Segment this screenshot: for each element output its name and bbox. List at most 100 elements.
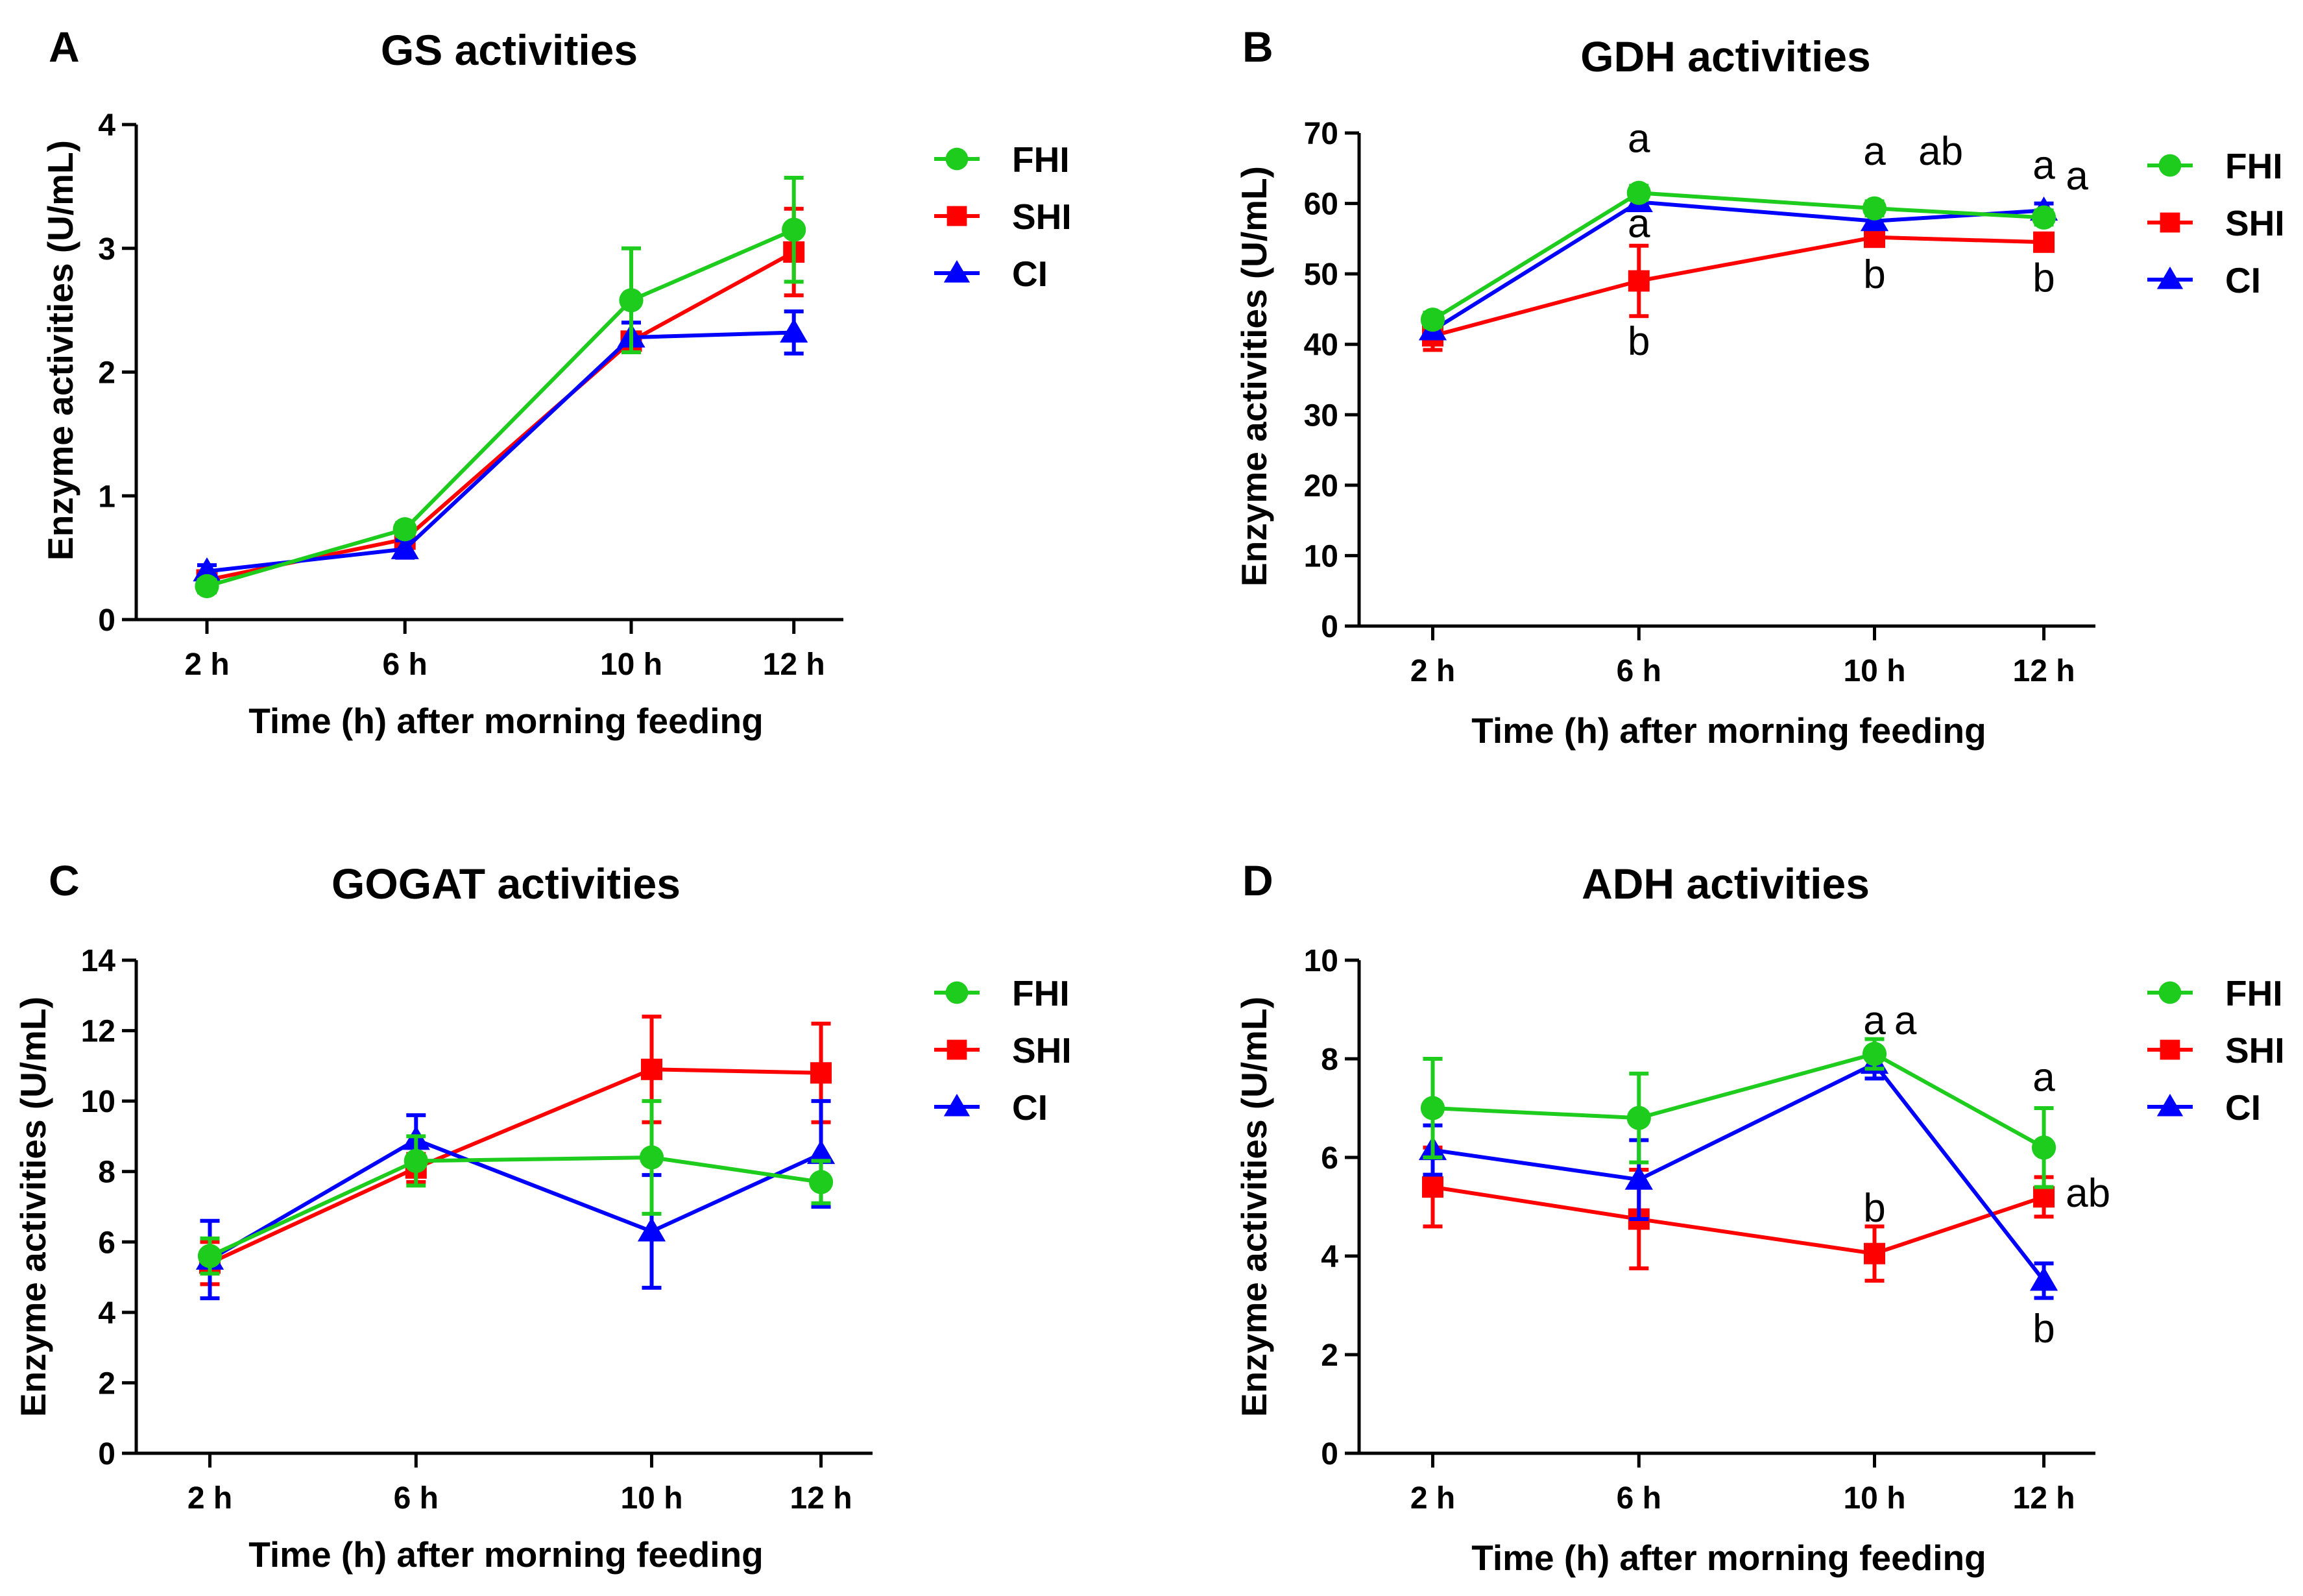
panel-c-letter: C — [49, 856, 80, 904]
y-tick-label: 60 — [1304, 187, 1338, 222]
legend-marker-fhi — [945, 981, 969, 1004]
legend-label-shi: SHI — [2225, 203, 2285, 243]
legend-marker-fhi — [945, 147, 969, 171]
y-tick-label: 6 — [1321, 1141, 1338, 1176]
y-tick-label: 50 — [1304, 258, 1338, 292]
y-tick-label: 30 — [1304, 398, 1338, 433]
panel-b-series — [1418, 180, 2058, 352]
y-tick-label: 0 — [98, 1437, 115, 1471]
series-line-shi — [206, 250, 795, 582]
panel-d-ylabel: Enzyme activities (U/mL) — [1234, 997, 1274, 1417]
data-point-fhi — [1420, 308, 1445, 332]
series-line-fhi — [206, 228, 795, 588]
data-point-fhi — [639, 1145, 664, 1170]
legend-item-ci: CI — [2147, 1087, 2261, 1128]
legend-marker-fhi — [2158, 981, 2182, 1004]
data-point-ci — [391, 535, 419, 559]
series-line-ci — [1432, 1061, 2045, 1282]
significance-label: a — [2066, 154, 2088, 199]
data-point-ci — [806, 1139, 836, 1165]
significance-label: a — [1863, 998, 1886, 1043]
y-tick-label: 70 — [1304, 117, 1338, 151]
data-point-fhi — [197, 1244, 223, 1268]
series-line-ci — [206, 330, 794, 574]
y-tick-label: 10 — [1304, 539, 1338, 574]
panel-c-title: GOGAT activities — [332, 860, 681, 908]
x-tick-label: 6 h — [1617, 1481, 1661, 1516]
legend-label-ci: CI — [2225, 1087, 2261, 1128]
y-tick-label: 0 — [1321, 1437, 1338, 1471]
data-point-fhi — [2031, 205, 2056, 230]
x-tick-label: 10 h — [1843, 1481, 1905, 1516]
data-point-shi — [2033, 1186, 2055, 1208]
panel-d-axes: 0 2 4 6 8 10 2 h 6 h 10 h 12 h — [1304, 944, 2095, 1516]
legend-label-ci: CI — [1012, 1087, 1048, 1128]
x-tick-label: 10 h — [620, 1481, 682, 1516]
series-ci — [193, 309, 808, 582]
y-tick-label: 2 — [98, 1366, 115, 1401]
legend-marker-fhi — [2158, 154, 2182, 177]
significance-label: a — [2032, 143, 2055, 188]
panel-d-legend: FHI SHI CI — [2147, 973, 2285, 1128]
y-tick-label: 10 — [1304, 944, 1338, 978]
legend-marker-shi — [947, 206, 967, 226]
legend-label-ci: CI — [1012, 254, 1048, 294]
y-tick-label: 4 — [1321, 1240, 1338, 1274]
significance-label: b — [1863, 1186, 1885, 1231]
y-tick-label: 0 — [1321, 610, 1338, 644]
panel-d: D ADH activities Time (h) after morning … — [1234, 856, 2285, 1578]
series-fhi — [1420, 1037, 2056, 1189]
legend-item-shi: SHI — [934, 1030, 1072, 1070]
x-tick-label: 2 h — [1410, 1481, 1455, 1516]
panel-c-legend: FHI SHI CI — [934, 973, 1072, 1128]
panel-a-title: GS activities — [381, 26, 638, 74]
series-line-shi — [1432, 235, 2044, 338]
series-fhi — [195, 176, 806, 599]
significance-label: a — [2032, 1055, 2055, 1100]
legend-item-shi: SHI — [2147, 1030, 2285, 1070]
series-ci — [195, 1099, 836, 1301]
data-point-fhi — [1862, 196, 1887, 221]
panel-a-axes: 0 1 2 3 4 2 h 6 h 10 h 12 h — [98, 108, 843, 682]
series-line-ci — [208, 1137, 822, 1262]
x-tick-label: 10 h — [1843, 654, 1905, 688]
legend-item-fhi: FHI — [934, 973, 1070, 1013]
data-point-ci — [780, 318, 808, 343]
data-point-shi — [1628, 270, 1650, 292]
panel-d-title: ADH activities — [1582, 860, 1870, 908]
significance-label: b — [2032, 1307, 2055, 1351]
panel-c: C GOGAT activities Time (h) after mornin… — [13, 856, 1072, 1575]
significance-label: a — [1628, 116, 1650, 161]
series-ci — [1418, 1046, 2058, 1300]
data-point-fhi — [195, 574, 219, 599]
x-tick-label: 2 h — [1410, 654, 1455, 688]
series-fhi — [197, 1099, 834, 1276]
legend-marker-ci — [2156, 1093, 2184, 1117]
legend-label-fhi: FHI — [1012, 139, 1070, 180]
panel-d-series — [1418, 1037, 2058, 1300]
legend-label-ci: CI — [2225, 260, 2261, 300]
panel-c-ylabel: Enzyme activities (U/mL) — [13, 997, 53, 1417]
panel-a-legend: FHI SHI CI — [934, 139, 1072, 294]
legend-item-fhi: FHI — [2147, 146, 2283, 186]
legend-item-ci: CI — [934, 254, 1048, 294]
data-point-ci — [2029, 1266, 2058, 1291]
panel-c-series — [195, 1014, 836, 1301]
legend-item-shi: SHI — [2147, 203, 2285, 243]
legend-marker-ci — [943, 1093, 971, 1117]
y-tick-label: 4 — [98, 108, 115, 143]
x-tick-label: 12 h — [2013, 654, 2075, 688]
legend-item-shi: SHI — [934, 197, 1072, 237]
panel-c-xlabel: Time (h) after morning feeding — [248, 1534, 763, 1575]
x-tick-label: 2 h — [184, 647, 229, 682]
y-tick-label: 14 — [81, 944, 116, 978]
data-point-ci — [1624, 1165, 1653, 1190]
significance-label: b — [1628, 319, 1650, 364]
data-point-fhi — [1862, 1041, 1887, 1066]
y-tick-label: 8 — [98, 1155, 115, 1190]
significance-label: a — [1894, 998, 1917, 1043]
panel-d-xlabel: Time (h) after morning feeding — [1471, 1538, 1986, 1578]
legend-label-shi: SHI — [2225, 1030, 2285, 1070]
